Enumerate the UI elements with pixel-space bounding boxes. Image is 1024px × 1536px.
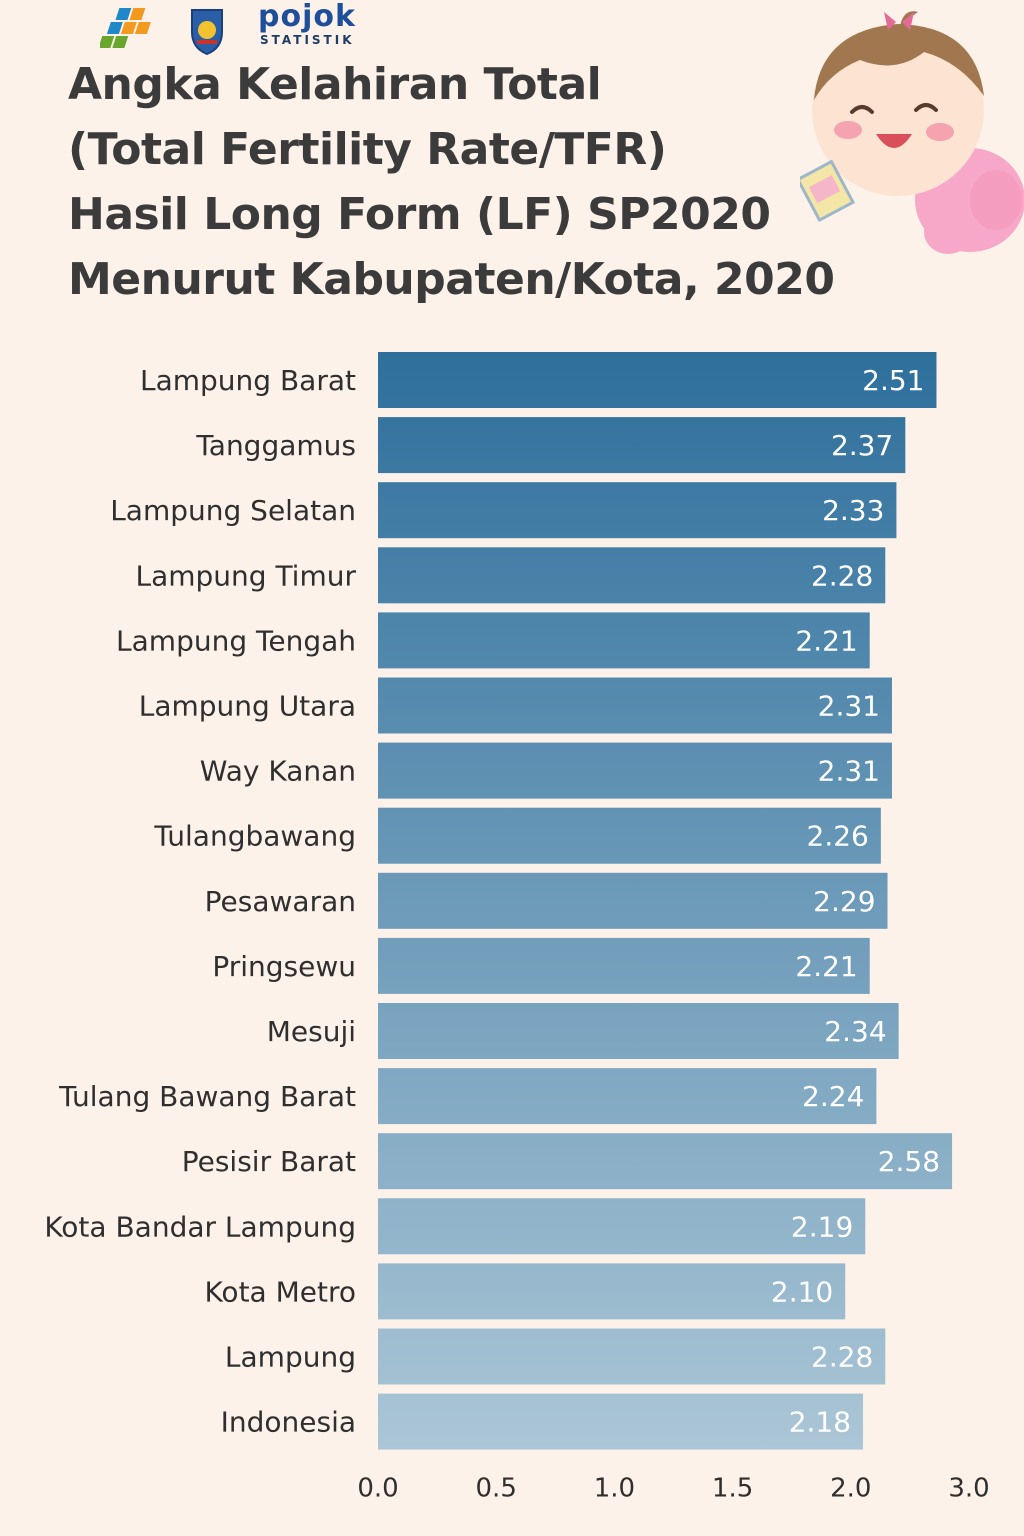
category-label-lampung-timur: Lampung Timur <box>135 559 356 592</box>
category-label-pesawaran: Pesawaran <box>205 885 356 918</box>
value-label-lampung-selatan: 2.33 <box>822 494 884 527</box>
category-label-tanggamus: Tanggamus <box>195 429 356 462</box>
value-label-pesisir-barat: 2.58 <box>878 1145 940 1178</box>
value-label-lampung: 2.28 <box>811 1341 873 1374</box>
value-label-kota-metro: 2.10 <box>771 1275 833 1308</box>
logo-main-text: pojok <box>258 0 356 34</box>
logos: pojok STATISTIK <box>98 0 380 58</box>
value-label-lampung-barat: 2.51 <box>862 364 924 397</box>
category-label-way-kanan: Way Kanan <box>200 755 356 788</box>
value-label-pesawaran: 2.29 <box>813 885 875 918</box>
category-label-indonesia: Indonesia <box>221 1406 356 1439</box>
bar-indonesia <box>378 1393 864 1450</box>
category-label-lampung: Lampung <box>225 1341 356 1374</box>
tfr-bar-chart: Lampung Barat 2.51 Tanggamus 2.37 Lampung Se… <box>44 352 990 1504</box>
value-label-pringsewu: 2.21 <box>795 950 857 983</box>
title-line-2: (Total Fertility Rate/TFR) <box>68 124 667 175</box>
bar-mesuji <box>378 1003 899 1059</box>
value-label-tulang-bawang-barat: 2.24 <box>802 1080 864 1113</box>
value-label-tulangbawang: 2.26 <box>807 820 869 853</box>
x-tick-label: 1.5 <box>712 1474 753 1504</box>
pojok-statistik-logo: pojok STATISTIK <box>258 0 356 47</box>
bps-logo-icon <box>98 8 223 56</box>
title-line-4: Menurut Kabupaten/Kota, 2020 <box>68 254 835 305</box>
bar-way-kanan <box>378 742 892 799</box>
value-label-way-kanan: 2.31 <box>818 755 880 788</box>
page-title: Angka Kelahiran Total (Total Fertility R… <box>68 52 835 312</box>
bar-lampung-timur <box>378 547 886 604</box>
category-label-lampung-selatan: Lampung Selatan <box>110 494 356 527</box>
x-tick-label: 0.5 <box>476 1474 517 1504</box>
category-label-pringsewu: Pringsewu <box>212 950 356 983</box>
bar-lampung-utara <box>378 677 892 734</box>
x-tick-label: 2.0 <box>830 1474 871 1504</box>
bar-lampung <box>378 1328 886 1385</box>
bar-tulangbawang <box>378 807 881 864</box>
category-label-lampung-utara: Lampung Utara <box>139 690 356 723</box>
x-tick-label: 0.0 <box>357 1474 398 1504</box>
value-label-lampung-tengah: 2.21 <box>795 624 857 657</box>
bar-pesisir-barat <box>378 1133 953 1190</box>
value-label-mesuji: 2.34 <box>824 1015 886 1048</box>
bar-lampung-tengah <box>378 612 870 669</box>
category-label-tulangbawang: Tulangbawang <box>153 820 356 853</box>
bar-kota-metro <box>378 1263 846 1320</box>
value-label-indonesia: 2.18 <box>789 1406 851 1439</box>
logo-sub-text: STATISTIK <box>260 33 355 47</box>
value-label-lampung-timur: 2.28 <box>811 559 873 592</box>
bar-kota-bandar-lampung <box>378 1198 866 1255</box>
value-label-kota-bandar-lampung: 2.19 <box>791 1210 853 1243</box>
category-label-lampung-barat: Lampung Barat <box>140 364 356 397</box>
title-line-3: Hasil Long Form (LF) SP2020 <box>68 189 771 240</box>
value-label-tanggamus: 2.37 <box>831 429 893 462</box>
x-tick-label: 3.0 <box>948 1474 989 1504</box>
category-label-lampung-tengah: Lampung Tengah <box>116 624 356 657</box>
category-label-tulang-bawang-barat: Tulang Bawang Barat <box>58 1080 356 1113</box>
bar-tanggamus <box>378 417 906 474</box>
title-line-1: Angka Kelahiran Total <box>68 59 602 110</box>
value-label-lampung-utara: 2.31 <box>818 690 880 723</box>
x-tick-label: 1.0 <box>594 1474 635 1504</box>
bar-lampung-barat <box>378 352 937 408</box>
bar-pesawaran <box>378 872 888 929</box>
baby-illustration-icon <box>800 11 1024 254</box>
category-label-kota-metro: Kota Metro <box>204 1275 356 1308</box>
province-emblem-icon <box>191 9 223 56</box>
category-label-mesuji: Mesuji <box>267 1015 356 1048</box>
bar-tulang-bawang-barat <box>378 1068 877 1125</box>
category-label-pesisir-barat: Pesisir Barat <box>182 1145 356 1178</box>
bar-lampung-selatan <box>378 482 897 539</box>
category-label-kota-bandar-lampung: Kota Bandar Lampung <box>44 1210 356 1243</box>
bar-pringsewu <box>378 937 870 994</box>
